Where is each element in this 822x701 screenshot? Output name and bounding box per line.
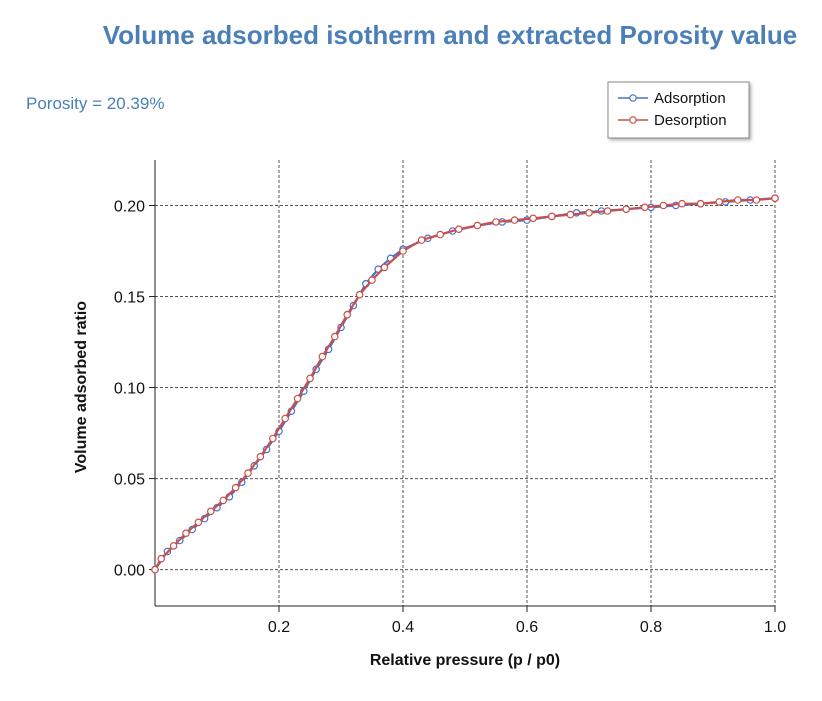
series-line-desorption [154,197,776,571]
data-point [380,263,389,272]
data-point [330,332,339,341]
data-point [752,196,761,204]
data-point [306,374,314,383]
data-point [268,434,277,443]
data-point [696,199,705,208]
legend-label: Adsorption [654,90,726,107]
series-adsorption [151,194,779,574]
data-point [293,394,302,403]
series-line-adsorption [154,197,776,571]
x-tick-label: 0.2 [268,619,290,636]
data-point [207,507,215,516]
data-point [510,216,519,224]
data-point [715,198,724,206]
data-point [151,565,159,574]
data-point [355,290,364,299]
data-point [492,218,500,226]
data-point [659,201,668,210]
series-desorption [151,194,779,574]
legend-box [607,81,750,139]
data-point [194,518,203,527]
x-tick-label: 0.6 [516,619,538,636]
data-point [473,221,482,230]
data-point [219,496,228,505]
data-point [454,225,463,234]
data-point [603,207,612,215]
x-tick-label: 0.8 [640,619,662,636]
x-tick-label: 1.0 [764,619,786,636]
legend-marker [629,94,637,102]
series [151,194,779,574]
data-point [343,310,352,319]
data-point [585,209,593,217]
y-tick-label: 0.10 [114,381,145,398]
data-point [182,529,190,538]
data-point [436,230,445,239]
y-axis-title: Volume adsorbed ratio [73,301,90,473]
x-axis-title: Relative pressure (p / p0) [370,652,560,669]
data-point [231,483,240,492]
data-point [566,210,575,219]
data-point [733,196,742,204]
data-point [771,194,779,203]
data-point [399,247,407,255]
data-point [547,212,556,221]
legend: Adsorption Desorption [607,81,750,139]
x-tick-label: 0.4 [392,619,414,636]
data-point [281,414,290,423]
y-tick-label: 0.20 [114,199,145,216]
legend-label: Desorption [654,112,727,129]
legend-item-desorption: Desorption [618,112,727,129]
axes [149,160,776,612]
legend-marker [629,116,637,124]
legend-item-adsorption: Adsorption [618,90,726,107]
chart-title: Volume adsorbed isotherm and extracted P… [102,20,798,50]
data-point [318,352,327,361]
tick-labels: 0.2 0.4 0.6 0.8 1.0 0.00 0.05 0.10 0.15 0.20 [114,199,786,636]
porosity-annotation: Porosity = 20.39% [26,94,165,113]
data-point [368,276,376,284]
y-tick-label: 0.15 [114,290,145,307]
data-point [640,203,649,212]
data-point [529,214,538,223]
data-point [256,452,265,461]
data-point [678,199,686,208]
y-tick-label: 0.05 [114,472,145,489]
data-point [157,554,166,563]
y-tick-label: 0.00 [114,563,145,580]
data-point [244,469,252,477]
data-point [417,236,426,244]
data-point [169,542,178,550]
data-point [622,205,631,214]
